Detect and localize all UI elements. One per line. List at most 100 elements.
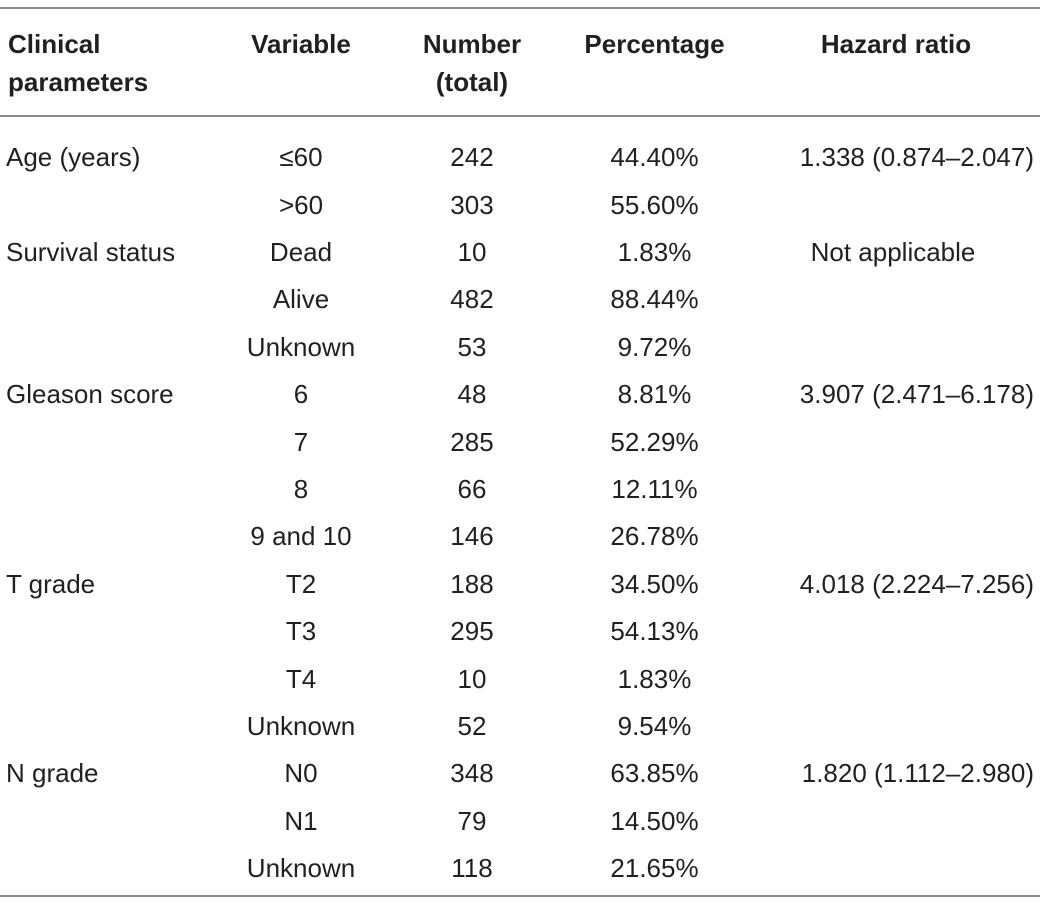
cell-hazard-ratio: 3.907 (2.471–6.178) [799, 379, 1034, 410]
cell-variable: Unknown [246, 331, 356, 362]
table-row: Unknown 53 9.72% [0, 323, 1040, 370]
cell-variable: N1 [284, 805, 318, 836]
table-row: 9 and 10 146 26.78% [0, 513, 1040, 560]
cell-number: 242 [450, 142, 494, 172]
cell-hazard-ratio: 1.338 (0.874–2.047) [799, 142, 1034, 172]
cell-variable: 6 [293, 379, 309, 410]
cell-variable: T4 [285, 663, 317, 694]
cell-percentage: 9.72% [617, 331, 692, 362]
header-hazard-ratio: Hazard ratio [820, 29, 972, 59]
cell-number: 118 [451, 853, 493, 884]
cell-clinical-parameter [0, 181, 215, 228]
cell-percentage: 1.83% [617, 663, 692, 694]
table-body: Age (years) ≤60 242 44.40% 1.338 (0.874–2.04… [0, 115, 1040, 892]
cell-number: 48 [457, 379, 487, 410]
header-variable: Variable [251, 29, 351, 59]
header-row: Clinical parameters Variable Number (tot… [0, 9, 1040, 115]
cell-variable: 7 [293, 426, 309, 457]
table-row: Age (years) ≤60 242 44.40% 1.338 (0.874–2.04… [0, 115, 1040, 181]
cell-percentage: 9.54% [617, 710, 692, 741]
cell-variable: Unknown [246, 853, 356, 884]
cell-variable: Dead [269, 237, 333, 268]
bottom-rule [0, 895, 1040, 897]
cell-number: 10 [457, 663, 487, 694]
cell-clinical-parameter [0, 844, 215, 891]
cell-variable: N0 [284, 758, 318, 789]
cell-hazard-ratio [752, 465, 1040, 512]
cell-percentage: 12.11% [611, 474, 698, 505]
cell-hazard-ratio: Not applicable [810, 237, 976, 268]
cell-hazard-ratio [752, 702, 1040, 749]
cell-number: 188 [450, 568, 494, 599]
cell-variable: Unknown [246, 710, 356, 741]
cell-variable: 9 and 10 [250, 521, 352, 552]
cell-variable: T3 [285, 616, 317, 647]
cell-clinical-parameter: N grade [6, 758, 99, 789]
top-rule [0, 7, 1040, 9]
cell-percentage: 63.85% [610, 758, 699, 789]
cell-percentage: 34.50% [610, 568, 699, 599]
cell-number: 295 [450, 616, 494, 647]
cell-hazard-ratio [752, 323, 1040, 370]
table-row: >60 303 55.60% [0, 181, 1040, 228]
header-clinical-parameters: Clinical parameters [0, 9, 215, 115]
header-number: Number (total) [387, 9, 557, 115]
header-percentage: Percentage [584, 29, 725, 59]
cell-clinical-parameter [0, 702, 215, 749]
cell-clinical-parameter: Gleason score [6, 379, 174, 410]
cell-percentage: 8.81% [617, 379, 692, 410]
cell-clinical-parameter [0, 276, 215, 323]
cell-number: 146 [450, 521, 494, 552]
header-rule [0, 115, 1040, 117]
cell-number: 482 [450, 284, 494, 315]
cell-clinical-parameter: T grade [6, 568, 96, 599]
cell-hazard-ratio [752, 797, 1040, 844]
cell-clinical-parameter [0, 797, 215, 844]
cell-clinical-parameter [0, 323, 215, 370]
cell-number: 52 [457, 710, 487, 741]
cell-clinical-parameter [0, 418, 215, 465]
cell-clinical-parameter [0, 513, 215, 560]
cell-percentage: 55.60% [610, 189, 699, 220]
cell-hazard-ratio: 4.018 (2.224–7.256) [799, 568, 1034, 599]
cell-clinical-parameter: Survival status [6, 237, 176, 268]
table-row: Alive 482 88.44% [0, 276, 1040, 323]
table-row: 8 66 12.11% [0, 465, 1040, 512]
table-row: T3 295 54.13% [0, 608, 1040, 655]
table-row: T4 10 1.83% [0, 655, 1040, 702]
header-clinical-parameters-line1: Clinical [8, 29, 101, 59]
cell-variable: >60 [278, 189, 324, 220]
clinical-parameters-table: Clinical parameters Variable Number (tot… [0, 9, 1040, 892]
cell-hazard-ratio [752, 418, 1040, 465]
cell-hazard-ratio [752, 608, 1040, 655]
cell-variable: T2 [285, 568, 317, 599]
cell-variable: Alive [272, 284, 330, 315]
table-row: Gleason score 6 48 8.81% 3.907 (2.471–6.178) [0, 371, 1040, 418]
cell-number: 79 [457, 805, 487, 836]
cell-percentage: 14.50% [610, 805, 699, 836]
cell-variable: 8 [293, 474, 309, 505]
cell-clinical-parameter [0, 608, 215, 655]
cell-number: 348 [450, 758, 494, 789]
header-number-line1: Number [422, 29, 522, 59]
table-row: 7 285 52.29% [0, 418, 1040, 465]
cell-hazard-ratio [752, 181, 1040, 228]
table-row: Survival status Dead 10 1.83% Not applicable [0, 228, 1040, 275]
cell-clinical-parameter: Age (years) [6, 142, 141, 172]
cell-number: 303 [450, 189, 494, 220]
cell-number: 53 [457, 331, 487, 362]
cell-number: 66 [457, 474, 487, 505]
cell-hazard-ratio [752, 655, 1040, 702]
cell-variable: ≤60 [279, 142, 323, 172]
cell-hazard-ratio [752, 276, 1040, 323]
cell-number: 285 [450, 426, 494, 457]
cell-percentage: 26.78% [610, 521, 699, 552]
header-number-line2: (total) [435, 67, 509, 97]
cell-hazard-ratio: 1.820 (1.112–2.980) [801, 758, 1034, 789]
table-row: N grade N0 348 63.85% 1.820 (1.112–2.980) [0, 750, 1040, 797]
table-row: N1 79 14.50% [0, 797, 1040, 844]
cell-clinical-parameter [0, 465, 215, 512]
header-clinical-parameters-line2: parameters [8, 67, 149, 97]
table-row: T grade T2 188 34.50% 4.018 (2.224–7.256) [0, 560, 1040, 607]
